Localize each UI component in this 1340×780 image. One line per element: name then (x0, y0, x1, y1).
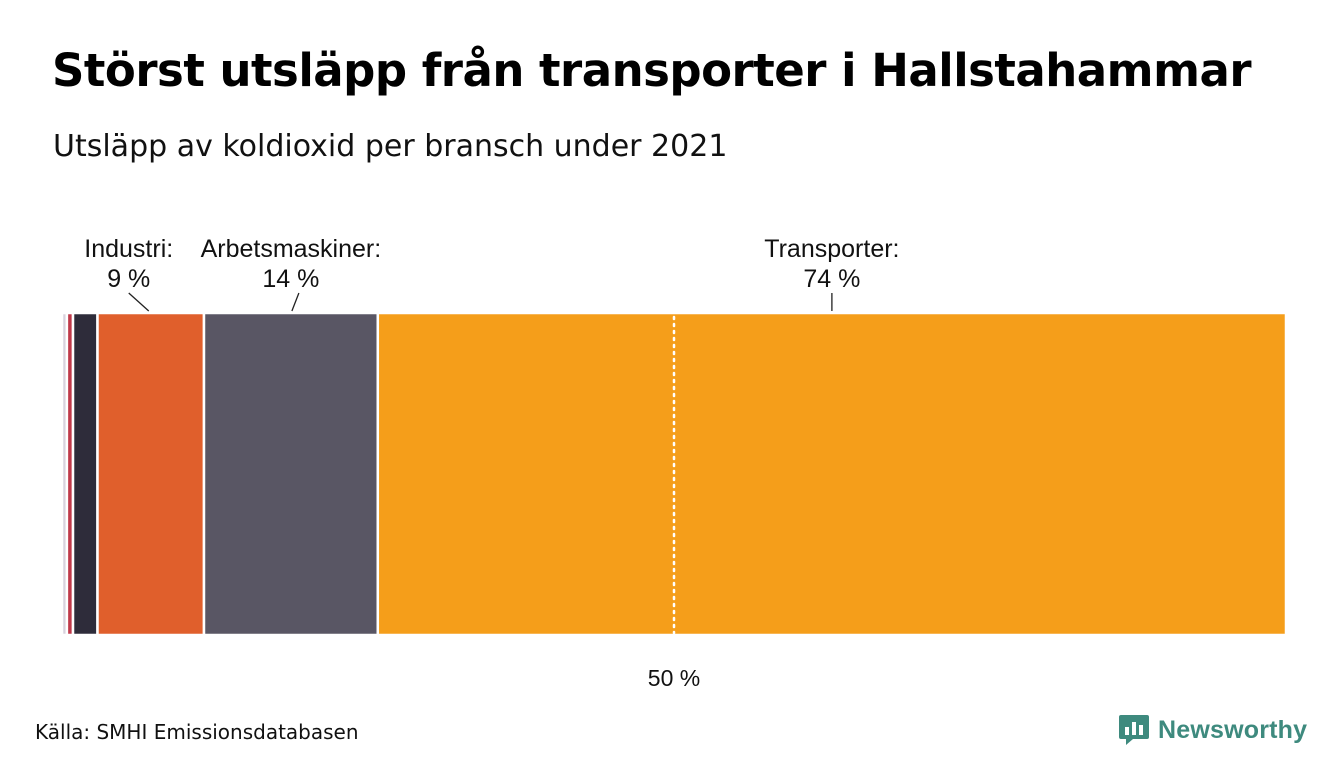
segment-value-arbetsmaskiner: 14 % (262, 265, 319, 293)
segment-name-industri: Industri: (84, 235, 173, 263)
reference-line-label: 50 % (648, 665, 700, 691)
segment-labels: Industri:9 % Arbetsmaskiner:14 % Transport… (84, 235, 900, 312)
bar-segments (60, 311, 1288, 637)
chart-title: Störst utsläpp från transporter i Hallst… (52, 44, 1252, 97)
bar-segment-industri (96, 311, 206, 637)
segment-leader-arbetsmaskiner (291, 292, 300, 312)
bar-segment-segment-3 (71, 311, 99, 637)
reference-line-group: 50 % (648, 315, 700, 691)
segment-value-industri: 9 % (107, 265, 150, 293)
segment-leader-industri (128, 292, 150, 312)
bar-segment-transporter (376, 311, 1288, 637)
segment-name-arbetsmaskiner: Arbetsmaskiner: (201, 235, 382, 263)
bar-chart-speech-bubble-icon (1119, 715, 1149, 745)
brand-name: Newsworthy (1158, 715, 1308, 744)
segment-name-transporter: Transporter: (764, 235, 899, 263)
bar-segment-arbetsmaskiner (202, 311, 380, 637)
chart-subtitle: Utsläpp av koldioxid per bransch under 2… (53, 129, 728, 164)
segment-value-transporter: 74 % (803, 265, 860, 293)
source-note: Källa: SMHI Emissionsdatabasen (35, 720, 359, 744)
brand-logo: Newsworthy (1118, 713, 1307, 747)
